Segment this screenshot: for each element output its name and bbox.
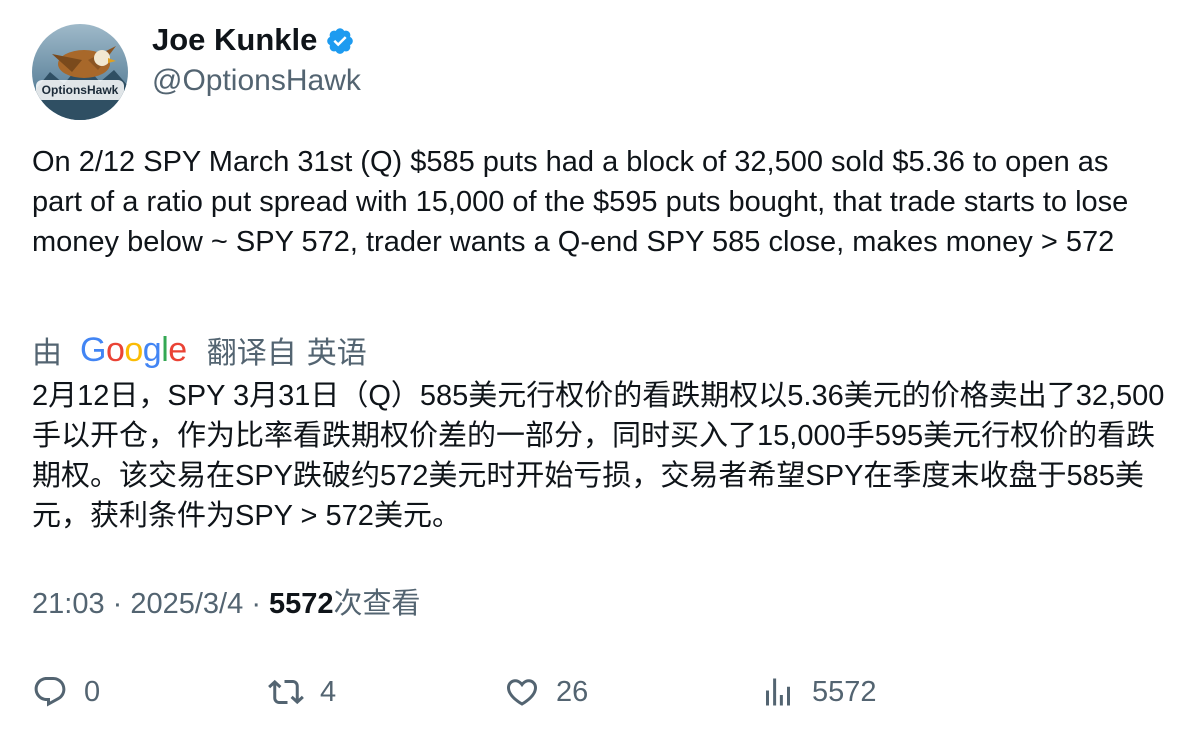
- meta-separator: ·: [113, 588, 131, 620]
- heart-icon: [504, 674, 540, 710]
- reply-count: 0: [84, 676, 100, 709]
- meta-separator: ·: [251, 588, 269, 620]
- retweet-count: 4: [320, 676, 336, 709]
- translation-source-language: 英语: [307, 328, 367, 372]
- views-action-count: 5572: [812, 676, 877, 709]
- author-name-row[interactable]: Joe Kunkle: [152, 22, 355, 58]
- tweet-text: On 2/12 SPY March 31st (Q) $585 puts had…: [32, 142, 1162, 262]
- verified-badge-icon[interactable]: [325, 26, 355, 56]
- translation-from-label: 翻译自: [207, 328, 297, 372]
- views-count: 5572: [269, 588, 334, 620]
- tweet-date[interactable]: 2025/3/4: [130, 588, 243, 620]
- avatar-logo-text: OptionsHawk: [42, 83, 119, 97]
- tweet-time[interactable]: 21:03: [32, 588, 105, 620]
- action-bar: 0 4 26 5572: [32, 668, 1162, 716]
- bar-chart-icon: [760, 674, 796, 710]
- translation-attribution: 由 Google 翻译自 英语: [32, 328, 367, 372]
- author-handle[interactable]: @OptionsHawk: [152, 64, 361, 98]
- views-label: 次查看: [334, 588, 421, 620]
- translation-by-label: 由: [32, 328, 62, 372]
- author-display-name[interactable]: Joe Kunkle: [152, 22, 317, 58]
- google-logo[interactable]: Google: [80, 330, 187, 370]
- like-button[interactable]: 26: [504, 668, 588, 716]
- reply-button[interactable]: 0: [32, 668, 100, 716]
- tweet-meta: 21:03 · 2025/3/4 · 5572次查看: [32, 584, 421, 624]
- avatar[interactable]: OptionsHawk: [32, 24, 128, 120]
- reply-icon: [32, 674, 68, 710]
- views-button[interactable]: 5572: [760, 668, 877, 716]
- like-count: 26: [556, 676, 588, 709]
- avatar-hawk-image: OptionsHawk: [32, 24, 128, 120]
- translated-text: 2月12日，SPY 3月31日（Q）585美元行权价的看跌期权以5.36美元的价…: [32, 376, 1172, 536]
- retweet-button[interactable]: 4: [268, 668, 336, 716]
- retweet-icon: [268, 674, 304, 710]
